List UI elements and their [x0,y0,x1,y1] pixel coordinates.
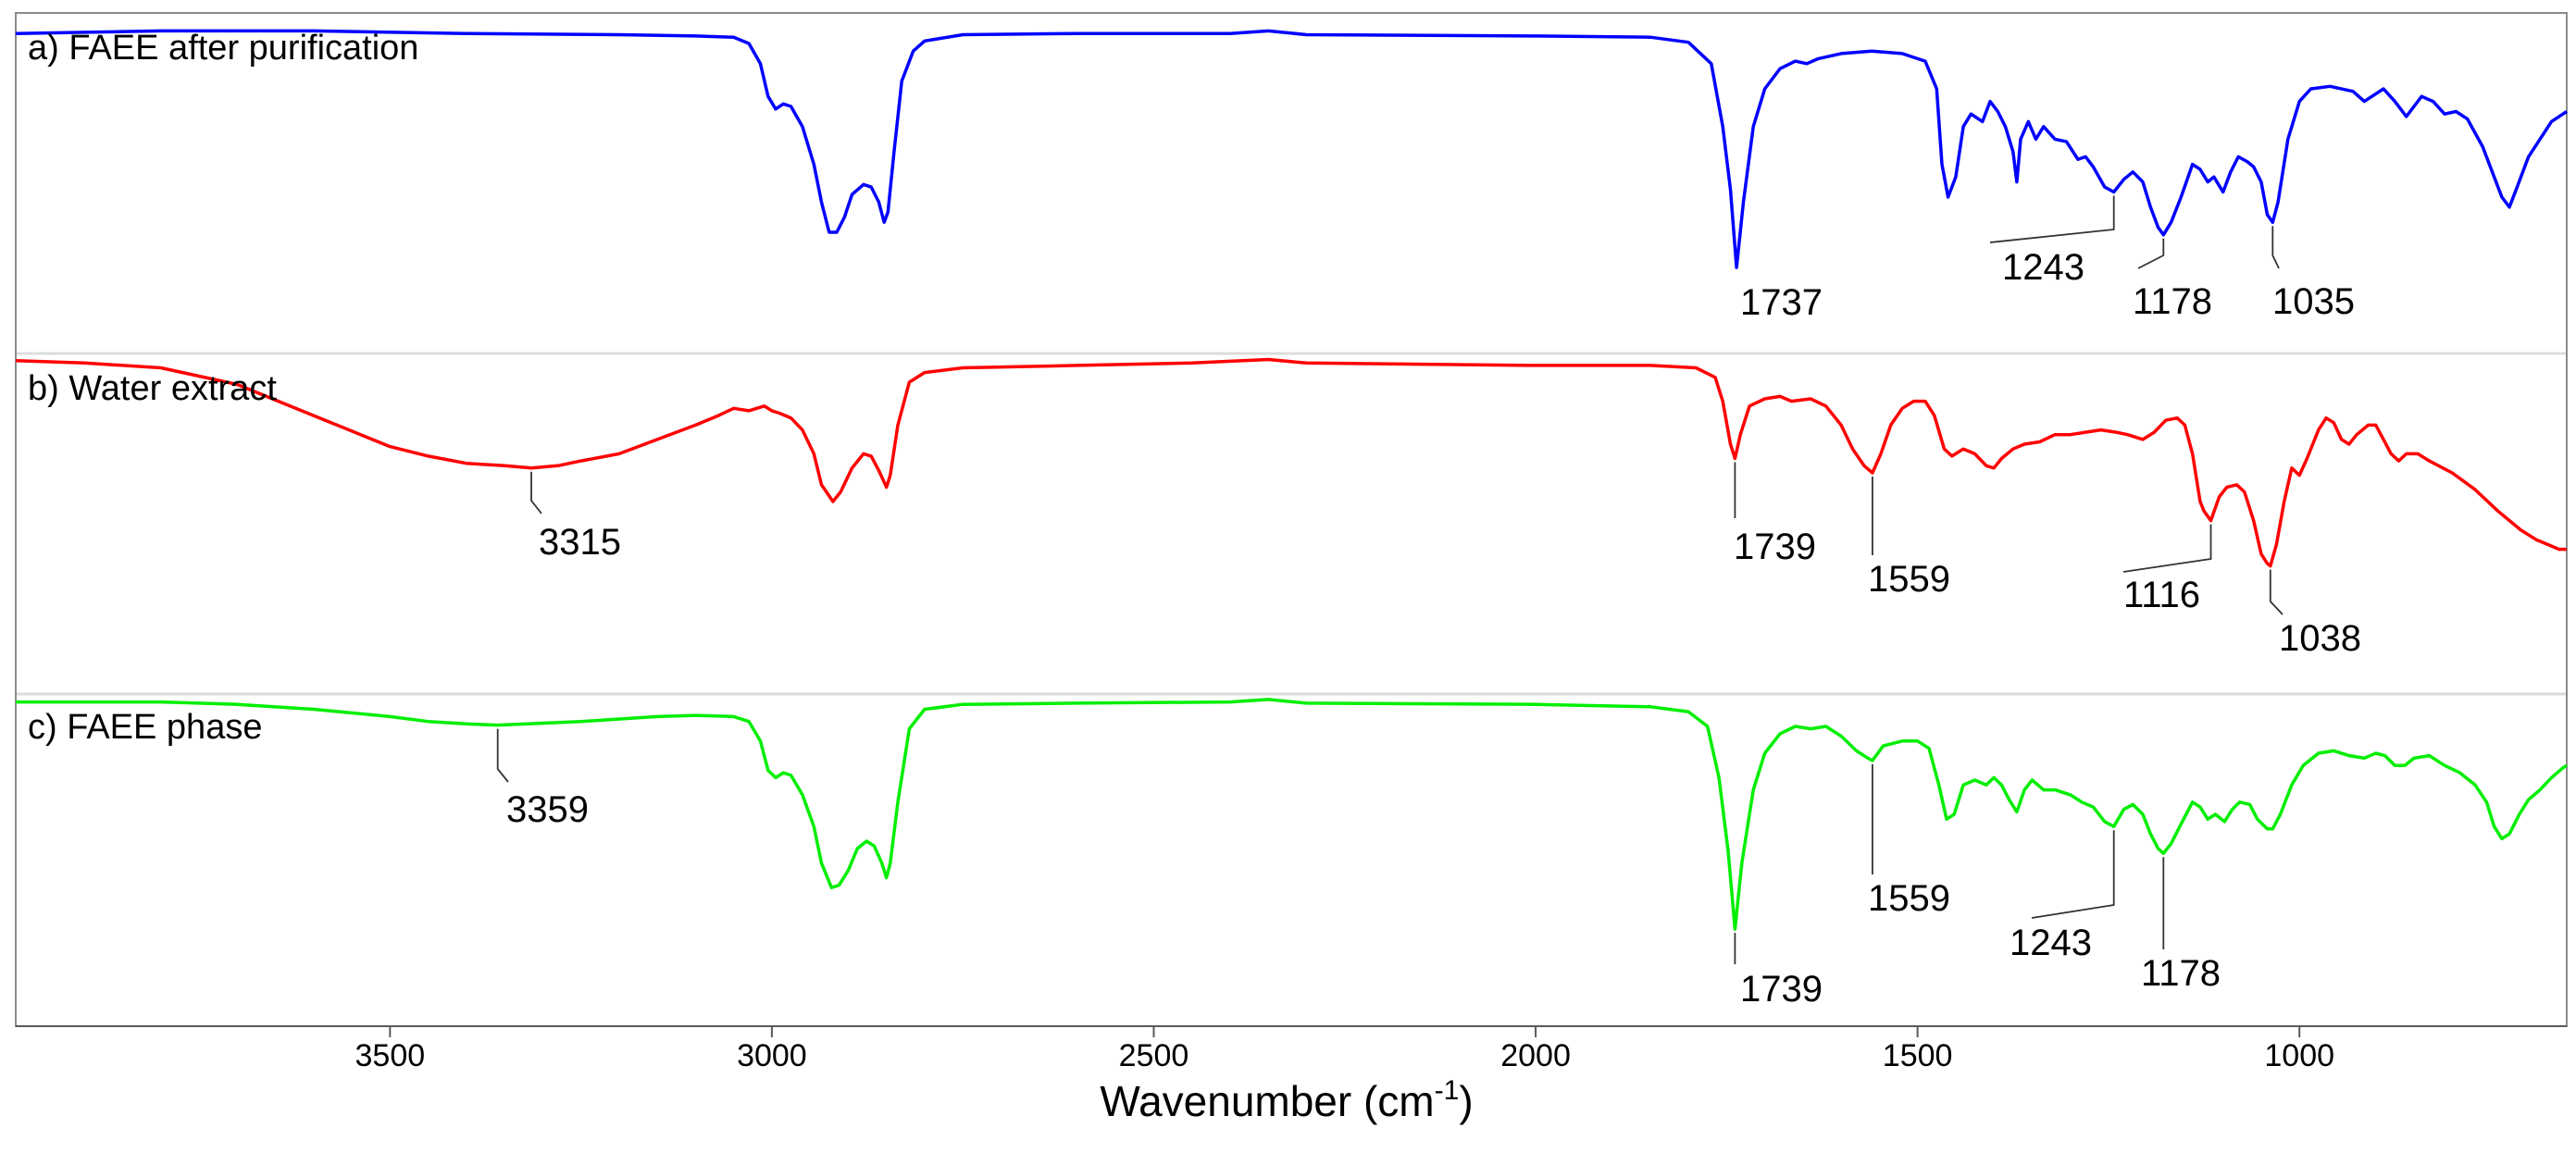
panel-label-a: a) FAEE after purification [28,29,418,68]
peak-label-b-1559: 1559 [1868,559,1950,600]
x-tick-label-1000: 1000 [2264,1038,2334,1073]
peak-label-b-1116: 1116 [2123,575,2200,615]
spectrum-line-b [15,357,2567,568]
leader-line-b-3315 [530,471,542,514]
peak-label-c-1243: 1243 [2010,923,2092,963]
x-axis-title-main: Wavenumber (cm [1100,1077,1434,1125]
leader-line-a-1243 [1989,195,2115,243]
peak-label-a-1737: 1737 [1740,282,1823,323]
peak-leader-lines [496,195,2284,964]
leader-line-a-1178 [2137,238,2165,269]
peak-label-b-1739: 1739 [1734,527,1816,567]
x-axis-ticks: 3500 3000 2500 2000 1500 1000 [355,1026,2334,1073]
panel-label-c: c) FAEE phase [28,708,262,747]
peak-label-a-1035: 1035 [2272,281,2355,322]
x-tick-label-2000: 2000 [1500,1038,1571,1073]
x-tick-label-3000: 3000 [737,1038,807,1073]
leader-line-c-1243 [2031,830,2115,919]
peak-label-b-3315: 3315 [539,522,621,563]
panel-label-b: b) Water extract [28,369,277,408]
peak-label-a-1243: 1243 [2002,247,2084,288]
peak-label-a-1178: 1178 [2133,281,2212,322]
peak-label-c-1559: 1559 [1868,878,1950,919]
spectrum-line-a [15,29,2568,269]
x-axis-title-exponent: -1 [1435,1075,1460,1106]
x-axis-title-close: ) [1459,1077,1473,1125]
spectrum-line-c [16,698,2568,931]
x-axis-title: Wavenumber (cm-1) [1100,1075,1473,1125]
peak-label-c-3359: 3359 [506,789,589,830]
peak-label-c-1178: 1178 [2141,953,2221,994]
leader-line-b-1116 [2122,524,2212,573]
x-tick-label-1500: 1500 [1883,1038,1953,1073]
leader-line-b-1038 [2269,569,2284,615]
peak-label-b-1038: 1038 [2279,618,2361,659]
spectra-layer [15,29,2568,931]
leader-line-c-3359 [496,728,509,783]
peak-label-c-1739: 1739 [1740,969,1823,1010]
x-tick-label-3500: 3500 [355,1038,426,1073]
x-tick-label-2500: 2500 [1119,1038,1189,1073]
leader-line-a-1035 [2271,226,2280,269]
